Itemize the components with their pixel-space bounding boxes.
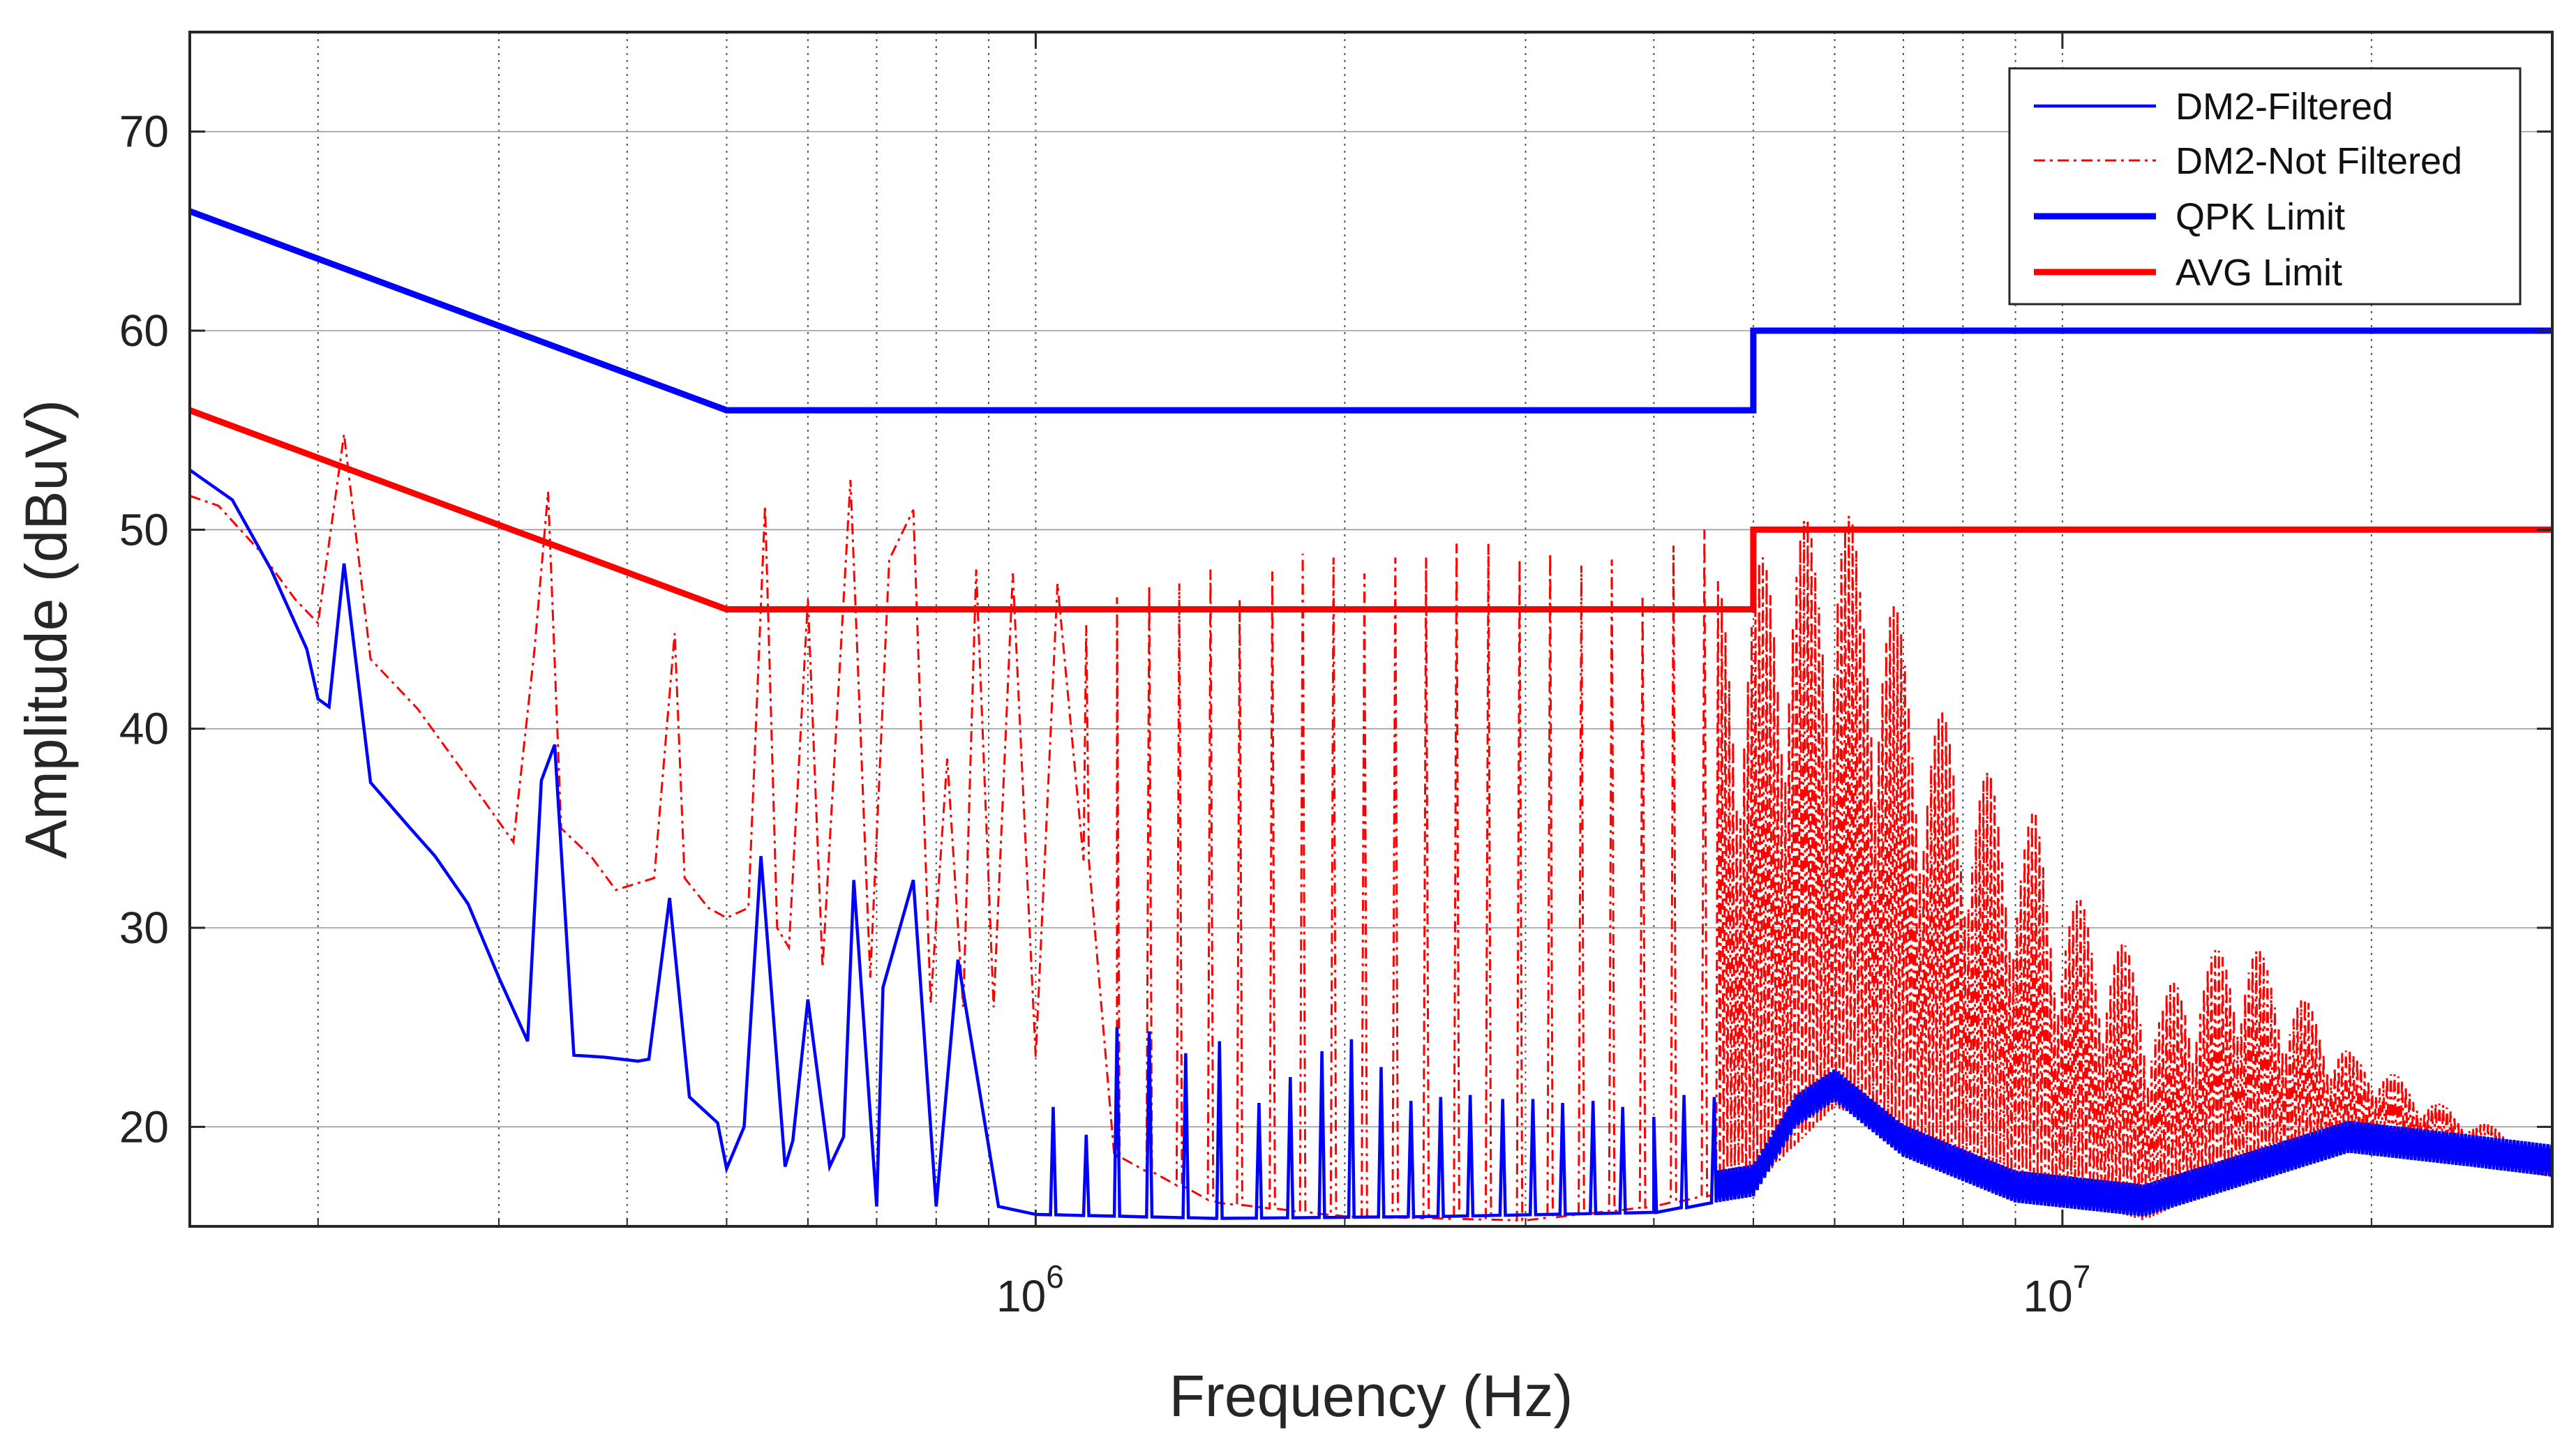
x-tick-label: 107 [2023,1258,2091,1321]
x-tick-label: 106 [996,1258,1064,1321]
y-tick-label: 30 [119,903,169,953]
y-tick-label: 40 [119,704,169,754]
x-axis-label: Frequency (Hz) [1169,1363,1573,1429]
legend-label-avg-limit: AVG Limit [2176,252,2342,294]
axis-ticks: 20 30 40 50 60 70 106 107 [119,32,2552,1321]
legend-label-dm2-not-filtered: DM2-Not Filtered [2176,140,2462,182]
legend: DM2-Filtered DM2-Not Filtered QPK Limit AVG… [2008,67,2522,306]
plot-border [188,31,2554,1228]
legend-label-qpk-limit: QPK Limit [2176,196,2345,238]
y-tick-label: 50 [119,504,169,555]
series-line-qpk-limit [188,208,2552,414]
y-tick-label: 60 [119,306,169,356]
y-tick-label: 70 [119,107,169,157]
y-tick-label: 20 [119,1101,169,1152]
series-line-avg-limit [188,407,2552,612]
series-layer [188,208,2554,1221]
series-line-dm2-not-filtered [189,434,2552,1221]
series-line-dm2-filtered [188,468,2554,1220]
legend-box [2008,67,2522,306]
y-axis-label: Amplitude (dBuV) [13,400,79,859]
legend-label-dm2-filtered: DM2-Filtered [2176,86,2393,128]
